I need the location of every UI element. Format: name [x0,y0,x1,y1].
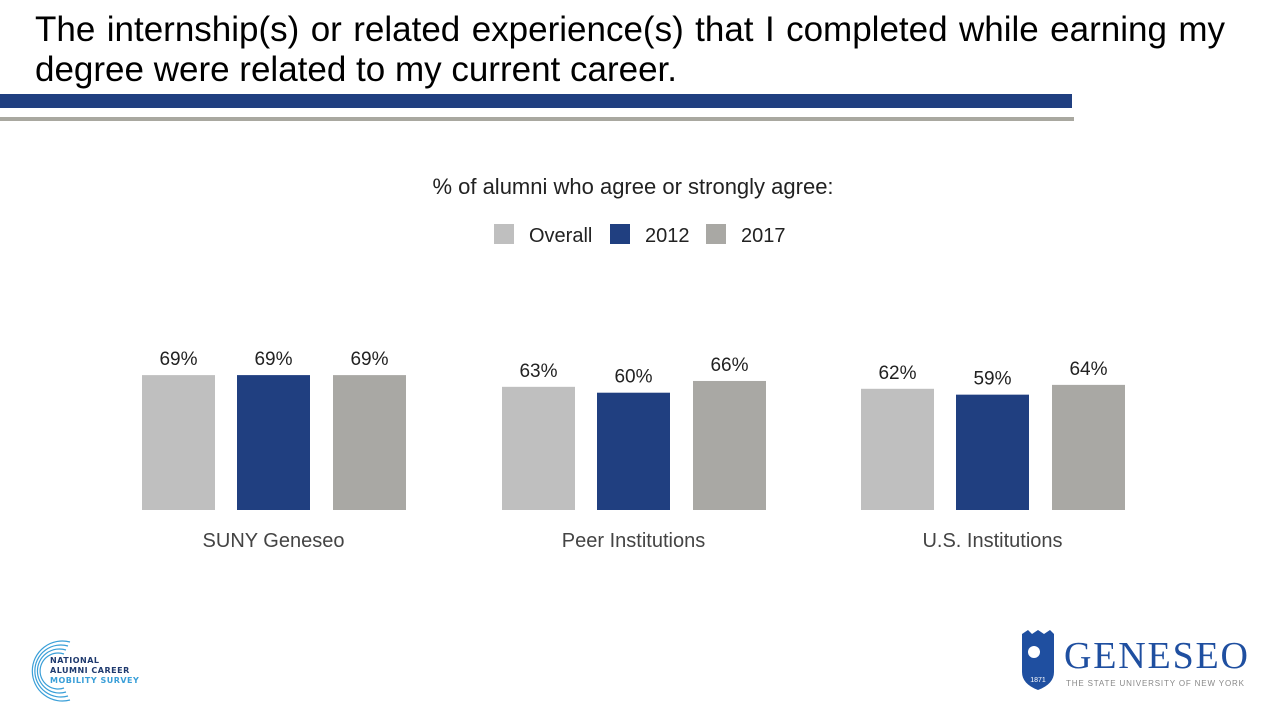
logo-line-3: MOBILITY SURVEY [50,676,139,685]
chart-title: % of alumni who agree or strongly agree: [432,174,833,199]
data-label: 69% [254,349,292,370]
category-label: Peer Institutions [562,530,705,552]
title-rule-gray [0,117,1074,121]
bar-2012-0 [237,375,310,510]
bar-Overall-0 [142,375,215,510]
logo-subtitle: THE STATE UNIVERSITY OF NEW YORK [1066,679,1245,688]
data-label: 62% [878,363,916,384]
nacms-logo: NATIONAL ALUMNI CAREER MOBILITY SURVEY [31,640,139,702]
legend-swatch-2017 [706,224,726,244]
slide-title: The internship(s) or related experience(… [35,10,1225,89]
title-rule-blue [0,94,1072,108]
data-label: 66% [710,355,748,376]
legend-label-2012: 2012 [645,225,690,247]
bar-2017-2 [1052,384,1125,510]
legend-swatch-2012 [610,224,630,244]
bar-2017-1 [693,380,766,510]
bar-Overall-2 [861,388,934,510]
data-label: 60% [614,367,652,388]
legend-label-Overall: Overall [529,225,592,247]
bar-2012-1 [597,392,670,510]
data-label: 69% [350,349,388,370]
logo-name: GENESEO [1064,635,1248,677]
category-label: U.S. Institutions [922,530,1062,552]
logo-line-1: NATIONAL [50,656,99,665]
bar-2017-0 [333,375,406,510]
legend-label-2017: 2017 [741,225,786,247]
geneseo-logo: 1871 GENESEO THE STATE UNIVERSITY OF NEW… [1022,630,1248,690]
bar-Overall-1 [502,386,575,510]
logo-year: 1871 [1030,677,1046,684]
data-label: 63% [519,361,557,382]
bar-2012-2 [956,394,1029,510]
logo-line-2: ALUMNI CAREER [50,666,130,675]
legend-swatch-Overall [494,224,514,244]
data-label: 64% [1069,359,1107,380]
category-label: SUNY Geneseo [203,530,345,552]
data-label: 59% [973,369,1011,390]
data-label: 69% [159,349,197,370]
